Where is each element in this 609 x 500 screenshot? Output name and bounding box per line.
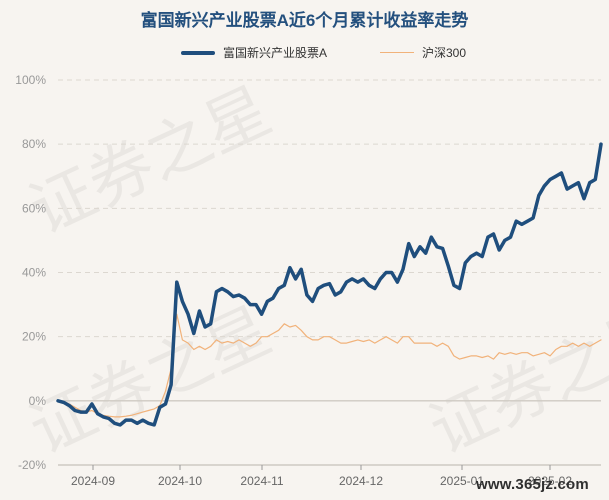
x-tick-label-4: 2025-01 xyxy=(440,474,484,488)
y-tick-label-2: 60% xyxy=(22,201,46,215)
series-layer xyxy=(56,142,603,427)
series-line-hs300 xyxy=(57,313,602,418)
x-tick-labels: 2024-09 2024-10 2024-11 2024-12 2025-01 2025-… xyxy=(71,465,572,488)
y-tick-label-6: -20% xyxy=(18,458,46,472)
legend-item-fund[interactable]: 富国新兴产业股票A xyxy=(181,44,327,61)
grid-layer xyxy=(58,79,601,466)
legend-swatch-fund xyxy=(181,50,215,55)
x-tick-label-2: 2024-11 xyxy=(240,474,283,488)
y-tick-label-0: 100% xyxy=(15,73,46,87)
x-tick-label-3: 2024-12 xyxy=(339,474,383,488)
y-tick-label-4: 20% xyxy=(22,330,46,344)
legend-label-hs300: 沪深300 xyxy=(422,46,467,60)
series-line-fund xyxy=(56,142,603,427)
y-tick-labels: 100% 80% 60% 40% 20% 0% -20% xyxy=(15,73,46,472)
chart-legend: 富国新兴产业股票A 沪深300 xyxy=(0,44,609,64)
x-tick-label-5: 2025-02 xyxy=(528,474,572,488)
y-tick-label-3: 40% xyxy=(22,266,46,280)
chart-title: 富国新兴产业股票A近6个月累计收益率走势 xyxy=(140,11,469,30)
legend-swatch-hs300 xyxy=(380,52,414,53)
legend-item-hs300[interactable]: 沪深300 xyxy=(380,44,466,61)
x-tick-label-1: 2024-10 xyxy=(158,474,202,488)
y-tick-label-5: 0% xyxy=(29,394,47,408)
legend-label-fund: 富国新兴产业股票A xyxy=(223,46,328,60)
y-tick-label-1: 80% xyxy=(22,137,46,151)
x-tick-label-0: 2024-09 xyxy=(71,474,115,488)
source-watermark: www.365jz.com xyxy=(476,476,589,493)
